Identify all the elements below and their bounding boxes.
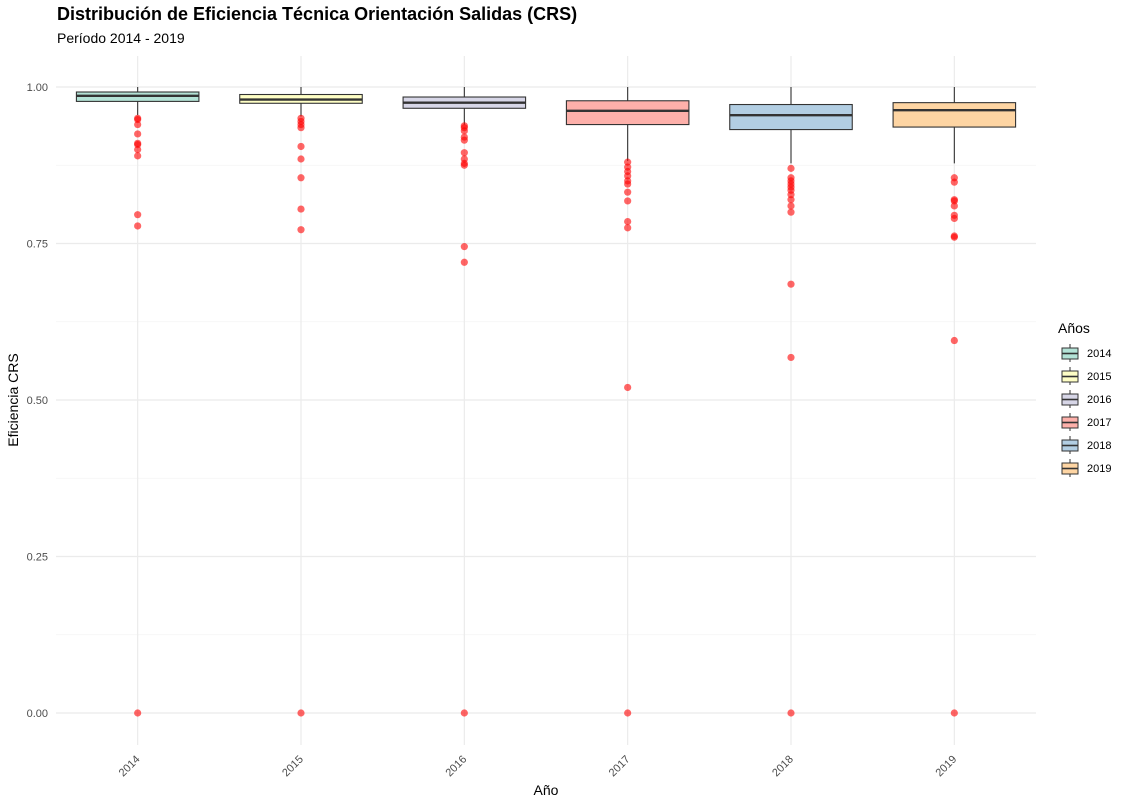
outlier-point — [297, 709, 305, 717]
outlier-point — [787, 709, 795, 717]
outlier-point — [134, 211, 142, 219]
outlier-point — [297, 226, 305, 234]
legend-item-2016: 2016 — [1061, 390, 1111, 408]
outlier-point — [950, 197, 958, 205]
box-iqr — [565, 100, 690, 126]
outlier-point — [460, 709, 468, 717]
outlier-point — [950, 233, 958, 241]
legend-label: 2018 — [1087, 440, 1111, 452]
outlier-point — [950, 178, 958, 186]
outlier-point — [624, 217, 632, 226]
outlier-point — [624, 158, 632, 166]
box-series — [75, 87, 1017, 717]
outlier-point — [624, 172, 632, 180]
outlier-point — [134, 152, 142, 160]
x-tick-label: 2016 — [443, 753, 469, 779]
outlier-point — [460, 161, 468, 169]
chart-subtitle: Período 2014 - 2019 — [57, 30, 185, 46]
outlier-point — [950, 214, 958, 223]
outlier-point — [134, 120, 142, 129]
legend-label: 2017 — [1087, 417, 1111, 429]
y-tick-label: 0.75 — [27, 239, 48, 251]
outlier-point — [297, 205, 305, 213]
outlier-point — [297, 174, 305, 182]
box-2017 — [565, 87, 690, 717]
box-2019 — [892, 87, 1017, 717]
outlier-point — [460, 136, 468, 144]
outlier-point — [787, 164, 795, 172]
legend: Años 2014 2015 2016 2017 2018 2019 — [1058, 320, 1111, 477]
outlier-point — [134, 222, 142, 230]
x-tick-label: 2015 — [280, 753, 306, 779]
legend-item-2018: 2018 — [1061, 436, 1111, 454]
outlier-point — [297, 155, 305, 163]
outlier-point — [297, 124, 305, 132]
outlier-point — [624, 224, 632, 232]
box-2015 — [239, 87, 363, 717]
outlier-point — [460, 149, 468, 157]
grid-lines — [56, 56, 1036, 745]
y-axis-title: Eficiencia CRS — [5, 353, 21, 446]
x-axis-title: Año — [534, 782, 559, 798]
x-axis: 2014 2015 2016 2017 2018 2019 — [117, 753, 959, 779]
outlier-point — [624, 188, 632, 196]
chart-title: Distribución de Eficiencia Técnica Orien… — [57, 4, 578, 24]
legend-item-2015: 2015 — [1061, 367, 1111, 385]
legend-label: 2014 — [1087, 348, 1111, 360]
outlier-point — [624, 709, 632, 717]
outlier-point — [787, 202, 795, 210]
outlier-point — [134, 140, 142, 149]
x-tick-label: 2014 — [117, 753, 143, 779]
outlier-point — [460, 258, 468, 266]
outlier-point — [787, 208, 795, 216]
legend-label: 2019 — [1087, 463, 1111, 475]
box-iqr — [892, 102, 1017, 128]
legend-item-2019: 2019 — [1061, 459, 1111, 477]
outlier-point — [950, 709, 958, 717]
y-tick-label: 0.00 — [27, 708, 48, 720]
outlier-point — [787, 353, 795, 362]
y-tick-label: 1.00 — [27, 82, 48, 94]
legend-label: 2016 — [1087, 394, 1111, 406]
box-2018 — [729, 87, 853, 717]
x-tick-label: 2018 — [770, 753, 796, 779]
y-tick-label: 0.50 — [27, 395, 48, 407]
legend-label: 2015 — [1087, 371, 1111, 383]
outlier-point — [297, 142, 305, 151]
box-iqr — [729, 103, 853, 131]
legend-item-2017: 2017 — [1061, 413, 1111, 431]
outlier-point — [624, 383, 632, 392]
outlier-point — [134, 130, 142, 138]
outlier-point — [950, 202, 958, 210]
outlier-point — [787, 191, 795, 199]
outlier-point — [787, 196, 795, 204]
outlier-point — [787, 280, 795, 288]
outlier-point — [134, 115, 142, 124]
legend-item-2014: 2014 — [1061, 344, 1111, 362]
x-tick-label: 2017 — [607, 753, 633, 779]
box-2014 — [75, 87, 200, 717]
outlier-point — [134, 709, 142, 717]
outlier-point — [950, 336, 958, 345]
outlier-point — [624, 180, 632, 188]
outlier-point — [134, 146, 142, 154]
y-tick-label: 0.25 — [27, 552, 48, 564]
outlier-point — [624, 197, 632, 205]
box-2016 — [402, 87, 527, 717]
x-tick-label: 2019 — [933, 753, 959, 779]
outlier-point — [460, 243, 468, 251]
outlier-point — [460, 127, 468, 135]
y-axis: 0.00 0.25 0.50 0.75 1.00 — [27, 82, 48, 720]
legend-title: Años — [1058, 320, 1090, 336]
